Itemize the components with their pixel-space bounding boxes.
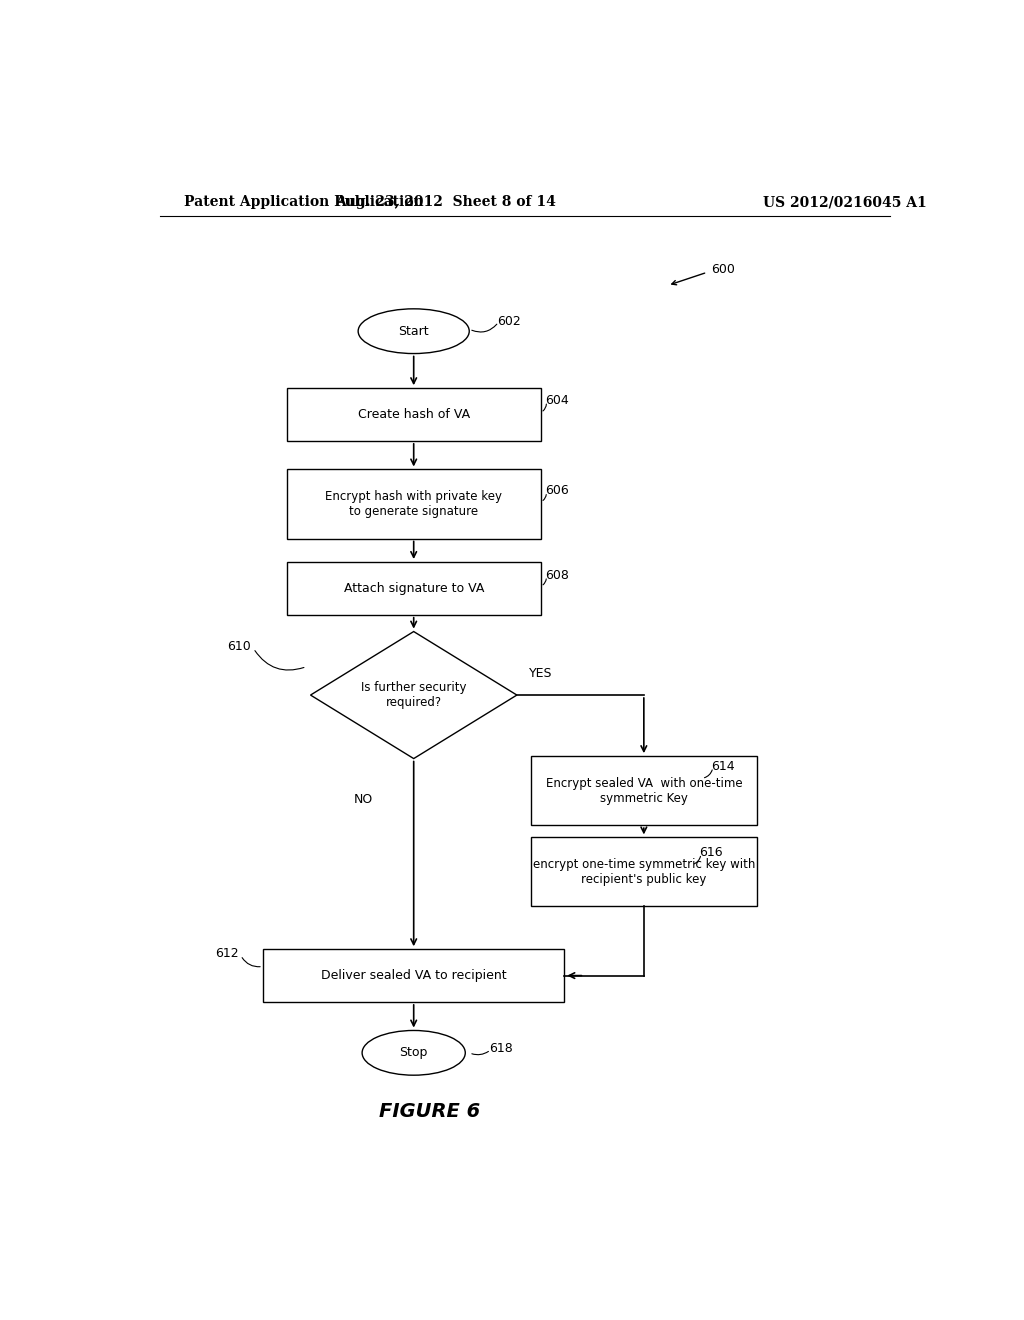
Text: 608: 608 bbox=[545, 569, 568, 582]
FancyBboxPatch shape bbox=[263, 949, 564, 1002]
FancyBboxPatch shape bbox=[530, 756, 757, 825]
Text: Stop: Stop bbox=[399, 1047, 428, 1060]
Text: Start: Start bbox=[398, 325, 429, 338]
Text: Encrypt sealed VA  with one-time
symmetric Key: Encrypt sealed VA with one-time symmetri… bbox=[546, 776, 742, 805]
Polygon shape bbox=[310, 631, 517, 759]
Text: 616: 616 bbox=[699, 846, 723, 859]
Text: 618: 618 bbox=[489, 1043, 513, 1055]
Text: Deliver sealed VA to recipient: Deliver sealed VA to recipient bbox=[321, 969, 507, 982]
Text: 610: 610 bbox=[227, 640, 251, 653]
Text: US 2012/0216045 A1: US 2012/0216045 A1 bbox=[763, 195, 927, 209]
FancyBboxPatch shape bbox=[287, 388, 541, 441]
Ellipse shape bbox=[362, 1031, 465, 1076]
Text: Aug. 23, 2012  Sheet 8 of 14: Aug. 23, 2012 Sheet 8 of 14 bbox=[335, 195, 556, 209]
Text: NO: NO bbox=[354, 793, 374, 805]
Text: 614: 614 bbox=[712, 760, 735, 772]
FancyBboxPatch shape bbox=[287, 470, 541, 539]
FancyBboxPatch shape bbox=[530, 837, 757, 907]
Text: 600: 600 bbox=[712, 263, 735, 276]
Ellipse shape bbox=[358, 309, 469, 354]
Text: Encrypt hash with private key
to generate signature: Encrypt hash with private key to generat… bbox=[326, 490, 502, 517]
Text: 604: 604 bbox=[545, 393, 568, 407]
Text: Patent Application Publication: Patent Application Publication bbox=[183, 195, 423, 209]
Text: 602: 602 bbox=[497, 314, 521, 327]
FancyBboxPatch shape bbox=[287, 562, 541, 615]
Text: Create hash of VA: Create hash of VA bbox=[357, 408, 470, 421]
Text: 612: 612 bbox=[215, 946, 239, 960]
Text: Is further security
required?: Is further security required? bbox=[360, 681, 467, 709]
Text: 606: 606 bbox=[545, 484, 568, 498]
Text: FIGURE 6: FIGURE 6 bbox=[379, 1102, 480, 1121]
Text: encrypt one-time symmetric key with
recipient's public key: encrypt one-time symmetric key with reci… bbox=[532, 858, 755, 886]
Text: YES: YES bbox=[528, 667, 552, 680]
Text: Attach signature to VA: Attach signature to VA bbox=[343, 582, 484, 595]
